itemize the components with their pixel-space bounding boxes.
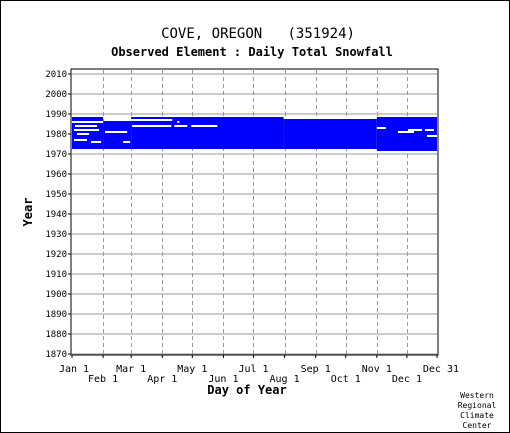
x-tick-label-lower: Oct 1 bbox=[331, 374, 361, 385]
missing-data-segment bbox=[177, 121, 180, 123]
x-tick-label-upper: Sep 1 bbox=[301, 364, 331, 375]
y-axis-ticks: 2010 2000 1990 1980 1970 1960 1950 1940 1930 1920… bbox=[45, 70, 71, 360]
x-axis-ticks: Jan 1 Mar 1 May 1 Jul 1 Sep 1 Nov 1 Dec 31 Feb … bbox=[59, 355, 459, 385]
missing-data-segment bbox=[123, 141, 131, 143]
y-tick-label: 1990 bbox=[45, 110, 67, 120]
x-tick-label-upper: Mar 1 bbox=[116, 364, 146, 375]
x-tick-label-lower: Jun 1 bbox=[208, 374, 238, 385]
x-tick-label-lower: Dec 1 bbox=[392, 374, 422, 385]
missing-data-segment bbox=[407, 129, 422, 131]
missing-data-segment bbox=[397, 131, 414, 133]
x-tick-label-upper: Jul 1 bbox=[238, 364, 268, 375]
x-tick-label-lower: Feb 1 bbox=[88, 374, 118, 385]
missing-data-segment bbox=[77, 133, 90, 135]
coverage-block bbox=[103, 121, 132, 149]
missing-data-segment bbox=[132, 125, 172, 127]
x-tick-label-upper: Nov 1 bbox=[362, 364, 392, 375]
missing-data-segment bbox=[424, 129, 434, 131]
y-tick-label: 1880 bbox=[45, 330, 67, 340]
x-tick-label-lower: Apr 1 bbox=[147, 374, 177, 385]
y-tick-label: 1910 bbox=[45, 270, 67, 280]
coverage-bars bbox=[72, 117, 437, 151]
y-tick-label: 1930 bbox=[45, 230, 67, 240]
missing-data-gaps bbox=[72, 119, 437, 143]
credit-line: Regional bbox=[458, 401, 497, 410]
x-tick-label-upper: Dec 31 bbox=[423, 364, 459, 375]
missing-data-segment bbox=[72, 121, 104, 123]
missing-data-segment bbox=[426, 135, 437, 137]
y-tick-label: 1960 bbox=[45, 170, 67, 180]
y-tick-label: 2000 bbox=[45, 90, 67, 100]
y-tick-label: 2010 bbox=[45, 70, 67, 80]
missing-data-segment bbox=[376, 127, 386, 129]
x-axis-label: Day of Year bbox=[207, 383, 286, 397]
y-tick-label: 1890 bbox=[45, 310, 67, 320]
missing-data-segment bbox=[91, 141, 102, 143]
coverage-block bbox=[283, 119, 377, 149]
chart-subtitle: Observed Element : Daily Total Snowfall bbox=[111, 45, 393, 59]
x-tick-label-lower: Aug 1 bbox=[270, 374, 300, 385]
missing-data-segment bbox=[74, 139, 88, 141]
y-tick-label: 1920 bbox=[45, 250, 67, 260]
credit-line: Western bbox=[460, 391, 494, 400]
y-tick-label: 1940 bbox=[45, 210, 67, 220]
y-axis-label: Year bbox=[21, 198, 35, 227]
y-tick-label: 1900 bbox=[45, 290, 67, 300]
missing-data-segment bbox=[74, 129, 100, 131]
missing-data-segment bbox=[75, 125, 98, 127]
y-tick-label: 1950 bbox=[45, 190, 67, 200]
grid-lines bbox=[72, 70, 437, 355]
x-tick-label-upper: Jan 1 bbox=[59, 364, 89, 375]
y-tick-label: 1980 bbox=[45, 130, 67, 140]
plot-area-border bbox=[70, 68, 439, 356]
y-tick-label: 1870 bbox=[45, 350, 67, 360]
chart-title: COVE, OREGON (351924) bbox=[161, 26, 355, 42]
coverage-block bbox=[131, 117, 284, 149]
x-tick-label-upper: May 1 bbox=[177, 364, 207, 375]
missing-data-segment bbox=[131, 119, 173, 121]
credit-line: Climate bbox=[460, 411, 494, 420]
missing-data-segment bbox=[174, 125, 188, 127]
credit-line: Center bbox=[463, 421, 492, 430]
missing-data-segment bbox=[191, 125, 218, 127]
coverage-block bbox=[376, 117, 437, 151]
y-tick-label: 1970 bbox=[45, 150, 67, 160]
missing-data-segment bbox=[105, 131, 128, 133]
